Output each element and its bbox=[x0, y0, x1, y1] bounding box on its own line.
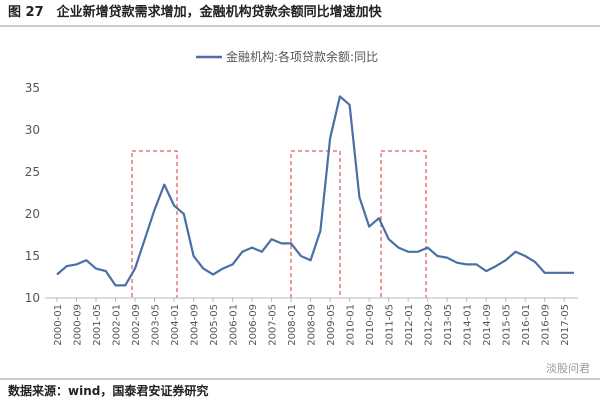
x-tick-label: 2008-01 bbox=[287, 304, 298, 346]
x-tick-label: 2003-05 bbox=[151, 304, 162, 346]
y-tick-label: 25 bbox=[25, 165, 40, 179]
y-tick-label: 15 bbox=[25, 249, 40, 263]
highlight-box bbox=[131, 150, 178, 299]
x-tick-label: 2002-09 bbox=[131, 304, 142, 346]
y-tick-label: 20 bbox=[25, 207, 40, 221]
y-tick-label: 30 bbox=[25, 123, 40, 137]
x-tick-label: 2012-01 bbox=[404, 304, 415, 346]
x-tick-label: 2001-05 bbox=[92, 304, 103, 346]
x-tick-label: 2004-01 bbox=[170, 304, 181, 346]
x-tick-label: 2000-01 bbox=[53, 304, 64, 346]
x-tick-label: 2014-01 bbox=[463, 304, 474, 346]
x-tick-label: 2015-05 bbox=[502, 304, 513, 346]
watermark: 淡股问君 bbox=[546, 362, 590, 375]
x-tick-label: 2016-01 bbox=[521, 304, 532, 346]
x-tick-label: 2017-05 bbox=[560, 304, 571, 346]
legend-label: 金融机构:各项贷款余额:同比 bbox=[226, 49, 378, 64]
x-tick-label: 2000-09 bbox=[73, 304, 84, 346]
x-tick-label: 2006-09 bbox=[248, 304, 259, 346]
x-tick-label: 2012-09 bbox=[424, 304, 435, 346]
series-line bbox=[56, 95, 574, 287]
x-tick-label: 2010-09 bbox=[365, 304, 376, 346]
x-tick-label: 2004-09 bbox=[190, 304, 201, 346]
x-tick-label: 2007-05 bbox=[268, 304, 279, 346]
highlight-box bbox=[290, 150, 341, 299]
highlight-box bbox=[380, 150, 427, 299]
chart-title: 图 27 企业新增贷款需求增加，金融机构贷款余额同比增速加快 bbox=[8, 4, 383, 20]
x-tick-label: 2011-05 bbox=[385, 304, 396, 346]
x-tick-label: 2016-09 bbox=[541, 304, 552, 346]
x-tick-label: 2013-05 bbox=[443, 304, 454, 346]
source: 数据来源：wind，国泰君安证券研究 bbox=[8, 383, 208, 398]
x-tick-label: 2009-05 bbox=[326, 304, 337, 346]
y-tick-label: 35 bbox=[25, 81, 40, 95]
x-tick-label: 2008-09 bbox=[307, 304, 318, 346]
x-tick-label: 2006-01 bbox=[229, 304, 240, 346]
x-tick-label: 2010-01 bbox=[346, 304, 357, 346]
x-tick-label: 2014-09 bbox=[482, 304, 493, 346]
x-tick-label: 2005-05 bbox=[209, 304, 220, 346]
x-tick-label: 2002-01 bbox=[112, 304, 123, 346]
y-tick-label: 10 bbox=[25, 291, 40, 305]
